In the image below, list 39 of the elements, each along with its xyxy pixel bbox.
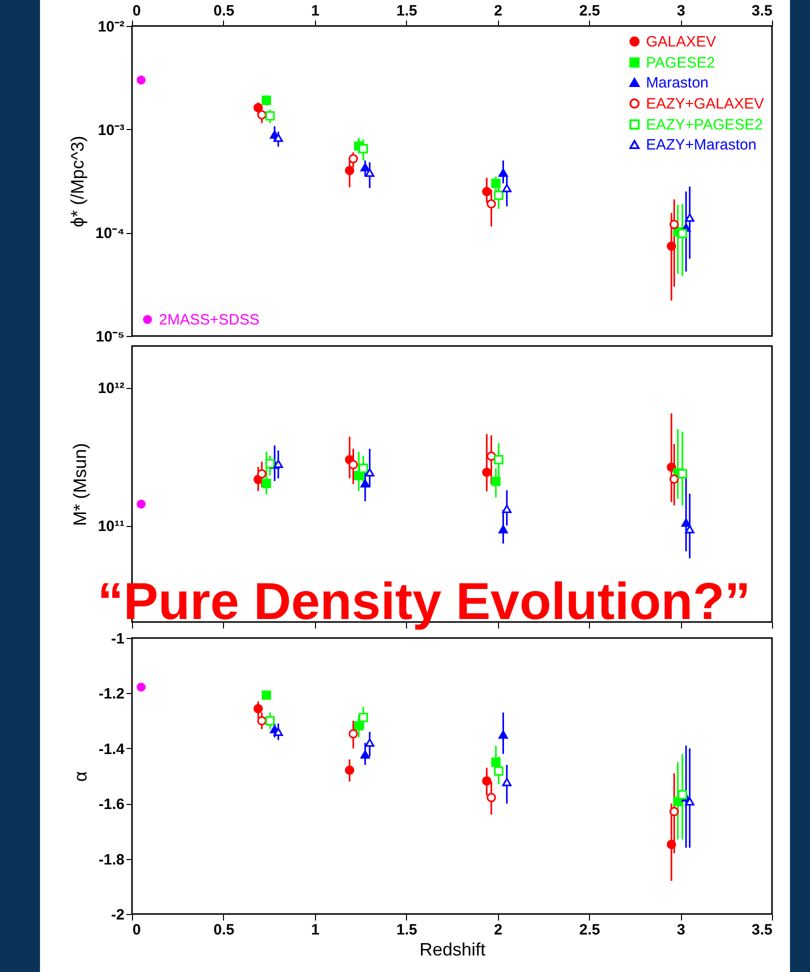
y-tick-label: -1: [111, 630, 124, 648]
y-tick-label: -1.4: [98, 740, 126, 758]
y-tick-label: 10¹²: [98, 380, 124, 398]
y-tick-label: 10⁻³: [98, 122, 124, 139]
x-tick-label: 1.5: [396, 922, 418, 938]
legend-label: PAGESE2: [646, 54, 715, 72]
x-tick-label: 1: [311, 922, 320, 938]
legend-label: EAZY+Maraston: [646, 136, 756, 154]
x-tick-label: 2: [494, 2, 502, 20]
x-tick-label: 1.5: [396, 2, 418, 20]
y-axis-title: α: [70, 771, 91, 782]
x-tick-label: 0.5: [214, 2, 234, 20]
x-axis-title: Redshift: [419, 940, 486, 960]
y-axis-title: ϕ* (/Mpc^3): [67, 136, 88, 228]
x-tick-label: 0.5: [214, 922, 234, 938]
y-tick-label: 10⁻⁴: [95, 225, 124, 242]
x-tick-label: 2: [494, 922, 502, 938]
y-tick-label: -1.8: [98, 851, 124, 868]
legend-label: GALAXEV: [646, 34, 716, 50]
x-tick-label: 1: [311, 2, 320, 20]
y-axis-title: M* (Msun): [70, 442, 90, 526]
x-tick-label: 0: [132, 922, 141, 938]
legend-label: 2MASS+SDSS: [159, 312, 260, 328]
x-tick-label: 3: [676, 2, 686, 20]
legend-label: EAZY+GALAXEV: [646, 96, 764, 112]
x-tick-label: 2.5: [579, 2, 600, 20]
x-tick-label: 3.5: [752, 2, 772, 20]
y-tick-label: 10⁻²: [98, 18, 124, 36]
x-tick-label: 3: [676, 922, 686, 938]
y-tick-label: 10⁻⁵: [96, 328, 124, 346]
x-tick-label: 3.5: [752, 922, 772, 938]
y-tick-label: -1.2: [98, 686, 124, 703]
x-tick-label: 2.5: [579, 922, 600, 938]
legend-label: EAZY+PAGESE2: [646, 116, 763, 134]
y-tick-label: -1.6: [98, 796, 124, 814]
y-tick-label: -2: [111, 906, 124, 924]
legend-label: Maraston: [646, 74, 709, 92]
x-tick-label: 0: [132, 2, 141, 20]
y-tick-label: 10¹¹: [98, 518, 124, 536]
